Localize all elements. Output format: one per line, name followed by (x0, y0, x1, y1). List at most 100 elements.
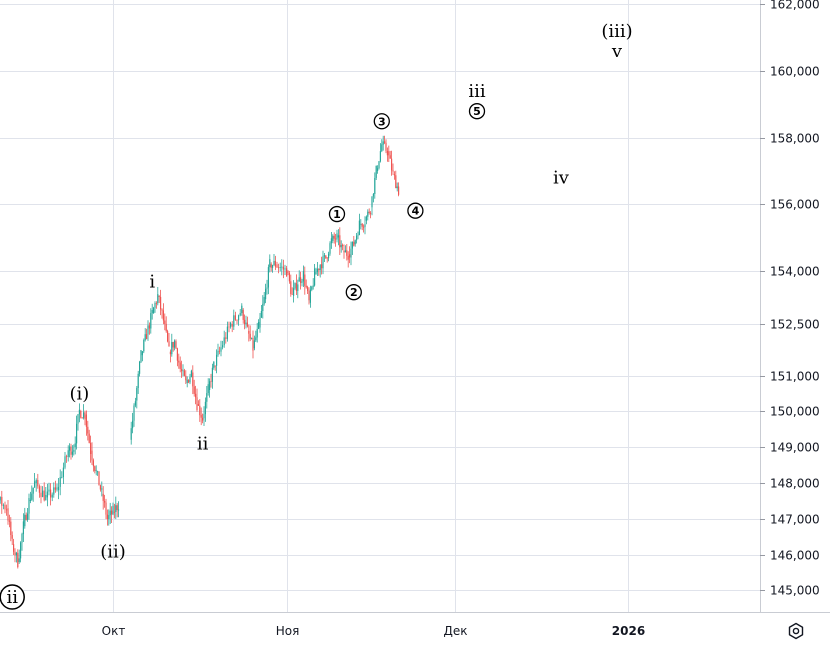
candle (10, 517, 12, 542)
candle (178, 353, 180, 369)
candle (236, 319, 238, 325)
candle (218, 346, 220, 355)
candle (172, 341, 174, 352)
price-tick-label: 160,000 (770, 65, 820, 79)
candle (21, 532, 23, 551)
candle (85, 410, 87, 436)
candle (242, 308, 244, 324)
candle (148, 322, 150, 335)
price-tick-label: 148,000 (770, 477, 820, 491)
gear-icon[interactable] (786, 621, 806, 641)
candle (353, 236, 355, 247)
time-tick-label: Дек (443, 624, 467, 638)
candle (160, 289, 162, 316)
wave-label: (i) (69, 384, 89, 405)
candle (48, 482, 50, 496)
candle (70, 443, 72, 460)
candle (398, 182, 400, 197)
candle (34, 473, 36, 488)
candle (104, 494, 106, 508)
candle (133, 403, 135, 427)
candle (381, 139, 383, 153)
wave-label-minute: 3 (373, 113, 390, 130)
price-tick-label: 152,500 (770, 318, 820, 332)
candle (259, 313, 261, 333)
candle (344, 245, 346, 253)
candle (274, 255, 276, 271)
candle (134, 397, 136, 408)
candle (161, 308, 163, 319)
candle (81, 417, 83, 419)
candle (164, 313, 166, 331)
candle (391, 150, 393, 176)
candle (361, 223, 363, 231)
candle (11, 531, 13, 545)
svg-text:1: 1 (333, 208, 341, 221)
candle (312, 278, 314, 290)
candle (395, 170, 397, 189)
candle (245, 315, 247, 329)
candle (273, 254, 275, 266)
candle (371, 196, 373, 216)
candle (97, 470, 99, 476)
candle (84, 410, 86, 426)
candle (98, 471, 100, 486)
candle (1, 490, 3, 514)
candle (61, 471, 63, 479)
candle (343, 244, 345, 259)
candle (364, 216, 366, 235)
candle (304, 266, 306, 295)
candle (188, 379, 190, 384)
candle (206, 386, 208, 409)
candle (279, 262, 281, 272)
candle (90, 435, 92, 463)
candle (282, 259, 284, 279)
candle (59, 469, 61, 496)
candle (300, 271, 302, 290)
time-axis[interactable]: Окт Ноя Дек 2026 (102, 624, 646, 638)
candle (276, 261, 278, 268)
candle (375, 165, 377, 180)
candle (167, 329, 169, 343)
candle (154, 301, 156, 313)
candle (269, 254, 271, 273)
candle (216, 349, 218, 374)
candle (328, 251, 330, 262)
candle (358, 213, 360, 236)
candle (330, 232, 332, 249)
price-axis[interactable]: 145,000 146,000 147,000 148,000 149,000 150,0… (760, 0, 820, 598)
wave-label: (ii) (100, 541, 126, 562)
candle (217, 343, 219, 357)
candle (228, 321, 230, 333)
candle (258, 319, 260, 330)
wave-label: v (611, 41, 623, 62)
candle (130, 421, 132, 445)
candle (40, 485, 42, 504)
candle (370, 211, 372, 219)
candle (46, 483, 48, 507)
candle (8, 514, 10, 528)
candle (220, 340, 222, 357)
price-tick-label: 146,000 (770, 549, 820, 563)
candle (368, 208, 370, 215)
candle (209, 378, 211, 398)
candle (144, 328, 146, 342)
candle (360, 219, 362, 230)
candle (272, 264, 274, 273)
candle (108, 509, 110, 526)
candle (101, 481, 103, 497)
candle (106, 509, 108, 526)
candle (322, 250, 324, 275)
candle (231, 321, 233, 333)
candle (175, 339, 177, 349)
candle (374, 172, 376, 199)
candle (43, 482, 45, 502)
candle (339, 227, 341, 255)
candlestick-series (0, 135, 400, 569)
candle (346, 244, 348, 261)
candle (78, 403, 80, 423)
candle (186, 376, 188, 388)
candle (248, 324, 250, 342)
candle (349, 246, 351, 264)
